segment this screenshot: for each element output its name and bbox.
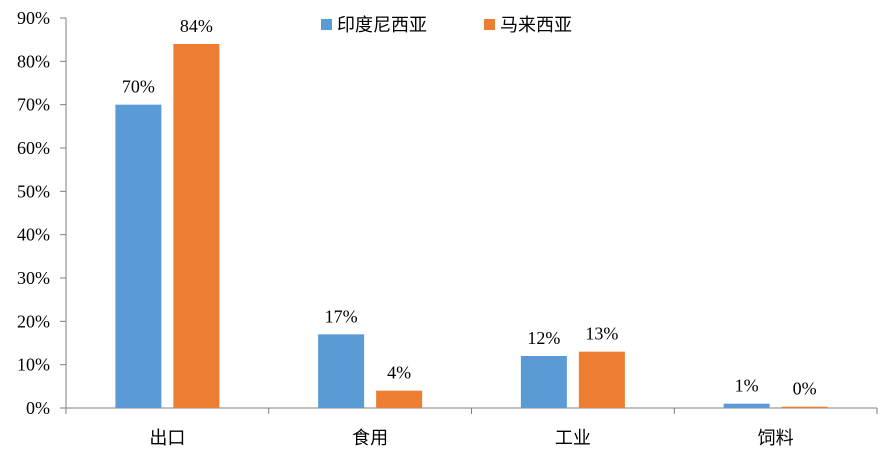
- legend: 印度尼西亚 马来西亚: [321, 15, 572, 36]
- data-label: 70%: [122, 77, 155, 97]
- bar: [520, 356, 567, 408]
- x-category-label: 饲料: [758, 428, 794, 449]
- bar: [781, 406, 828, 408]
- bar: [376, 390, 423, 408]
- bar: [578, 351, 625, 408]
- y-tick-label: 60%: [17, 138, 50, 158]
- bar: [723, 403, 770, 408]
- y-tick-label: 40%: [17, 225, 50, 245]
- y-tick-label: 50%: [17, 181, 50, 201]
- data-label: 4%: [387, 363, 411, 383]
- bars: [115, 44, 828, 409]
- bar: [115, 104, 162, 409]
- legend-label: 印度尼西亚: [337, 15, 427, 36]
- data-labels: 70% 84% 17% 4% 12% 13% 1% 0%: [122, 16, 817, 399]
- data-label: 1%: [735, 376, 759, 396]
- y-axis: 0% 10% 20% 30% 40% 50% 60% 70% 80% 90%: [17, 8, 67, 418]
- data-label: 84%: [180, 16, 213, 36]
- data-label: 17%: [325, 306, 358, 326]
- legend-label: 马来西亚: [500, 15, 572, 36]
- legend-swatch: [484, 19, 495, 30]
- y-tick-label: 70%: [17, 95, 50, 115]
- x-category-label: 出口: [149, 428, 185, 449]
- y-tick-label: 0%: [26, 398, 50, 418]
- y-tick-label: 10%: [17, 355, 50, 375]
- y-tick-label: 30%: [17, 268, 50, 288]
- legend-swatch: [321, 19, 332, 30]
- bar: [173, 44, 220, 408]
- y-tick-label: 90%: [17, 8, 50, 28]
- data-label: 0%: [793, 379, 817, 399]
- y-tick-label: 20%: [17, 311, 50, 331]
- x-category-label: 食用: [352, 428, 388, 449]
- data-label: 13%: [585, 324, 618, 344]
- x-axis: 出口 食用 工业 饲料: [65, 407, 878, 449]
- x-category-label: 工业: [555, 428, 591, 449]
- data-label: 12%: [527, 328, 560, 348]
- y-tick-label: 80%: [17, 51, 50, 71]
- bar: [318, 334, 365, 408]
